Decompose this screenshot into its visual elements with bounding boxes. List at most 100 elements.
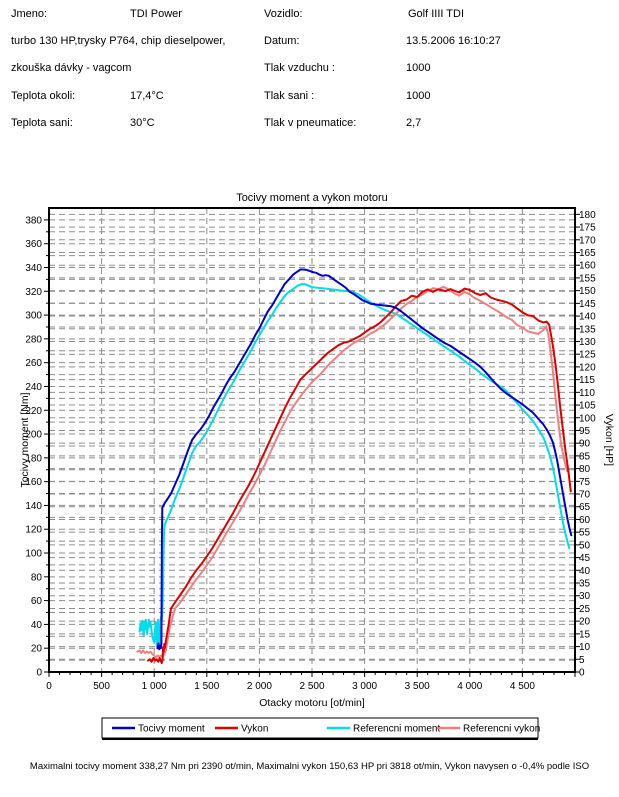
vozidlo-value: Golf IIII TDI [408, 8, 465, 20]
x-tick-label: 500 [93, 681, 110, 692]
left-tick-label: 320 [25, 287, 42, 298]
legend-label: Vykon [241, 724, 268, 735]
teplota-sani-label: Teplota sani: [11, 117, 73, 129]
datum-value: 13.5.2006 16:10:27 [406, 35, 501, 47]
x-tick-label: 2 500 [299, 681, 324, 692]
left-axis-title: Tocivy moment [Nm] [19, 392, 31, 487]
right-tick-label: 135 [579, 324, 596, 335]
right-tick-label: 180 [579, 210, 596, 221]
right-tick-label: 170 [579, 235, 596, 246]
gridlines [49, 208, 575, 672]
left-tick-label: 0 [36, 668, 42, 679]
left-tick-label: 40 [31, 620, 43, 631]
right-tick-label: 10 [579, 642, 591, 653]
right-tick-label: 0 [579, 668, 585, 679]
right-tick-label: 100 [579, 413, 596, 424]
right-tick-label: 70 [579, 490, 591, 501]
x-tick-label: 3 000 [352, 681, 377, 692]
right-tick-label: 5 [579, 655, 585, 666]
curve-vykon [146, 287, 572, 665]
right-tick-label: 50 [579, 540, 591, 551]
teplota-okoli-label: Teplota okoli: [11, 90, 76, 102]
right-tick-label: 20 [579, 617, 591, 628]
results-summary: Maximalni tocivy moment 338,27 Nm pri 23… [29, 761, 590, 772]
jmeno-label: Jmeno: [11, 8, 48, 20]
x-tick-label: 3 500 [405, 681, 430, 692]
right-tick-label: 145 [579, 299, 596, 310]
right-tick-label: 85 [579, 451, 591, 462]
right-tick-label: 120 [579, 362, 596, 373]
left-tick-label: 360 [25, 239, 42, 250]
right-tick-label: 140 [579, 312, 596, 323]
chart-title: Tocivy moment a vykon motoru [236, 192, 388, 204]
plot-border [48, 207, 576, 673]
left-tick-label: 280 [25, 334, 42, 345]
note-line-1: turbo 130 HP,trysky P764, chip dieselpow… [11, 35, 226, 47]
left-tick-label: 120 [25, 525, 42, 536]
note-line-2: zkouška dávky - vagcom [11, 62, 132, 74]
right-tick-label: 95 [579, 426, 591, 437]
right-axis-title: Vykon [HP] [603, 414, 615, 466]
teplota-sani-value: 30°C [130, 117, 155, 129]
x-tick-label: 0 [46, 681, 52, 692]
right-tick-label: 25 [579, 604, 591, 615]
legend-label: Referencni vykon [463, 724, 540, 735]
dyno-chart: Tocivy moment a vykon motoru 0 500 1 000 1 … [0, 185, 619, 760]
left-tick-label: 160 [25, 477, 42, 488]
right-tick-label: 125 [579, 350, 596, 361]
left-tick-label: 80 [31, 572, 43, 583]
left-tick-label: 140 [25, 501, 42, 512]
legend: Tocivy moment Vykon Referencni moment Refer… [101, 717, 540, 740]
x-tick-label: 1 500 [194, 681, 219, 692]
left-tick-label: 240 [25, 382, 42, 393]
left-tick-label: 300 [25, 311, 42, 322]
left-tick-label: 100 [25, 549, 42, 560]
right-tick-label: 35 [579, 579, 591, 590]
left-tick-label: 180 [25, 453, 42, 464]
x-tick-label: 2 000 [247, 681, 272, 692]
jmeno-value: TDI Power [130, 8, 182, 20]
teplota-okoli-value: 17,4°C [130, 90, 164, 102]
left-tick-label: 380 [25, 215, 42, 226]
left-tick-label: 220 [25, 406, 42, 417]
x-tick-label: 1 000 [142, 681, 167, 692]
dyno-chart-svg: Tocivy moment a vykon motoru 0 500 1 000 1 … [19, 192, 615, 740]
right-tick-label: 80 [579, 464, 591, 475]
right-tick-label: 55 [579, 528, 591, 539]
right-tick-label: 165 [579, 248, 596, 259]
x-tick-label: 4 000 [457, 681, 482, 692]
right-tick-label: 30 [579, 591, 591, 602]
axes: 0 500 1 000 1 500 2 000 2 500 3 000 3 500 4 000 4… [25, 207, 596, 692]
right-tick-label: 150 [579, 286, 596, 297]
right-tick-label: 60 [579, 515, 591, 526]
legend-label: Tocivy moment [138, 724, 205, 735]
datum-label: Datum: [264, 35, 300, 47]
legend-label: Referencni moment [353, 724, 440, 735]
vozidlo-label: Vozidlo: [264, 8, 303, 20]
right-tick-label: 110 [579, 388, 595, 399]
left-tick-label: 60 [31, 596, 43, 607]
right-tick-label: 105 [579, 401, 596, 412]
tlak-sani-value: 1000 [406, 90, 431, 102]
right-tick-label: 65 [579, 502, 591, 513]
left-tick-label: 260 [25, 358, 42, 369]
tlak-vzduchu-label: Tlak vzduchu : [264, 62, 335, 74]
curve-referencni-vykon [136, 285, 569, 659]
left-tick-label: 20 [31, 644, 43, 655]
x-axis-title: Otacky motoru [ot/min] [259, 697, 365, 709]
curve-referencni-moment [138, 283, 571, 648]
right-tick-label: 115 [579, 375, 595, 386]
tlak-vzduchu-value: 1000 [406, 62, 431, 74]
right-tick-label: 130 [579, 337, 596, 348]
right-tick-label: 15 [579, 629, 591, 640]
right-tick-label: 40 [579, 566, 591, 577]
x-tick-label: 4 500 [510, 681, 535, 692]
tlak-pneu-value: 2,7 [406, 117, 422, 129]
tlak-pneu-label: Tlak v pneumatice: [264, 117, 357, 129]
right-tick-label: 160 [579, 261, 596, 272]
series-curves [136, 268, 573, 665]
left-tick-label: 200 [25, 430, 42, 441]
right-tick-label: 155 [579, 273, 596, 284]
curve-tocivy-moment [156, 268, 573, 651]
left-tick-label: 340 [25, 263, 42, 274]
